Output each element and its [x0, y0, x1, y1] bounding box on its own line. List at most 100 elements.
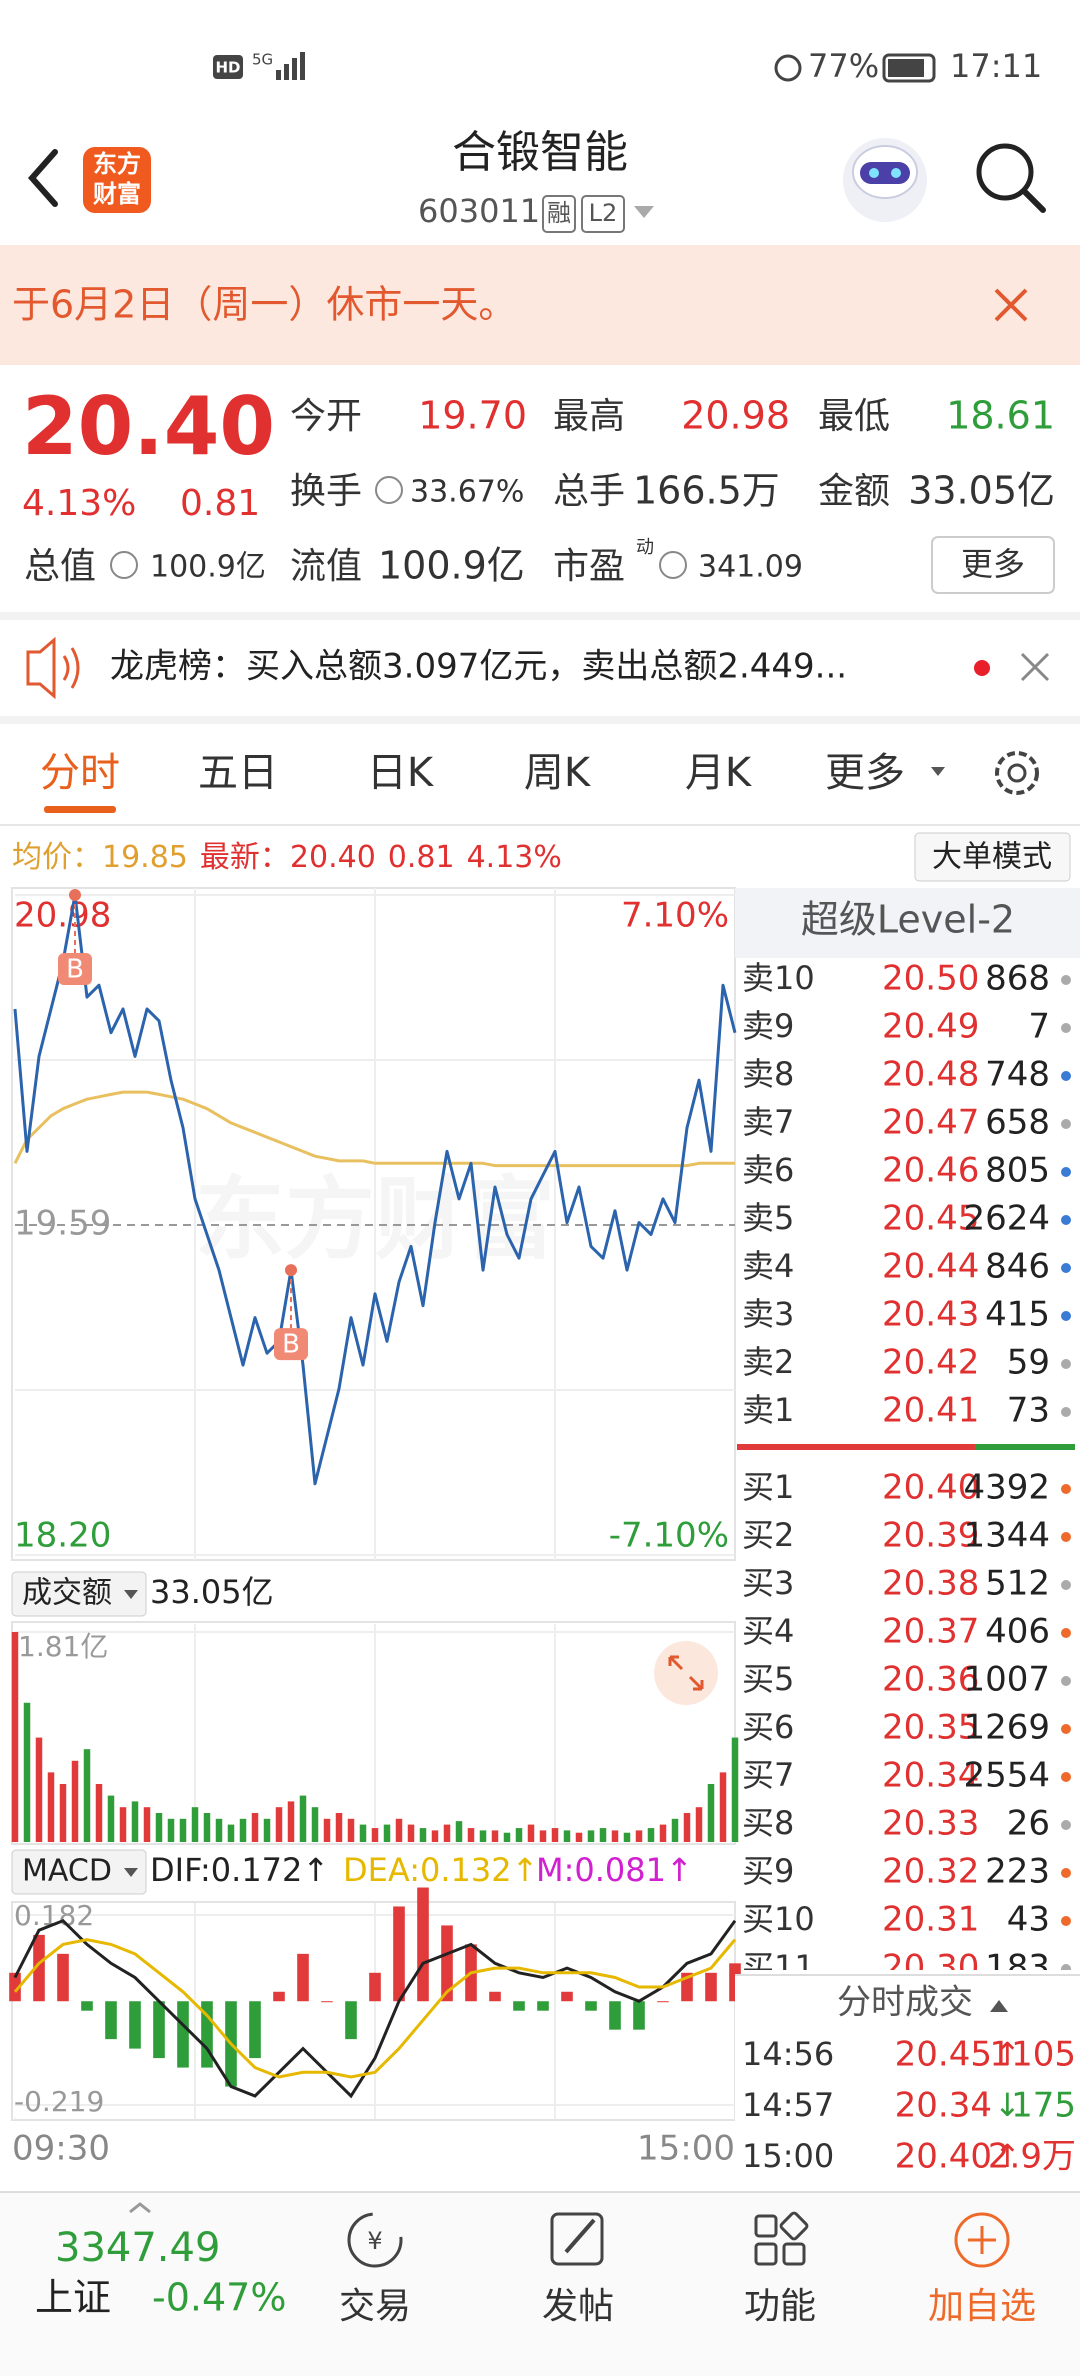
index-change[interactable]: -0.47%: [152, 2276, 286, 2320]
macd-bar: [321, 2001, 333, 2003]
book-price: 20.49: [882, 1007, 979, 1047]
nav-label[interactable]: 加自选: [928, 2286, 1036, 2327]
order-book: 卖10 20.50 868 卖9 20.49 7 卖8 20.48 748 卖7 20.47 658 卖…: [737, 959, 1075, 1988]
badge-box: [542, 195, 576, 233]
book-title-bg: [735, 888, 1080, 958]
info-icon[interactable]: [110, 551, 138, 579]
battery-level: [888, 59, 924, 77]
macd-bar: [513, 2001, 525, 2011]
dea-label: DEA:0.132↑: [343, 1851, 538, 1889]
book-qty: 183: [985, 1948, 1050, 1988]
bigorder-button-text[interactable]: 大单模式: [932, 840, 1052, 875]
macd-bar: [177, 2001, 189, 2068]
book-price: 20.45: [882, 1199, 979, 1239]
book-label: 卖9: [742, 1007, 794, 1045]
volume-bar: [119, 1807, 127, 1842]
index-name[interactable]: 上证: [35, 2276, 111, 2320]
bottom-nav: [0, 2192, 1080, 2376]
index-value[interactable]: 3347.49: [55, 2225, 220, 2271]
book-dot: [1061, 1676, 1071, 1686]
trade-vol: 2.9万: [988, 2137, 1076, 2177]
volume-bar: [671, 1818, 679, 1842]
tab-dropdown[interactable]: [931, 767, 945, 776]
more-button[interactable]: [931, 536, 1055, 594]
nav-label[interactable]: 功能: [744, 2286, 816, 2327]
volume-bar: [335, 1812, 343, 1842]
x-tick-label: 09:30: [12, 2129, 110, 2169]
info-icon[interactable]: [659, 551, 687, 579]
bigorder-button[interactable]: [914, 832, 1071, 882]
trade-marker: [69, 889, 81, 901]
volume-bar: [155, 1812, 163, 1842]
info-change: 0.81: [388, 840, 455, 875]
lhb-text[interactable]: 龙虎榜：买入总额3.097亿元，卖出总额2.449...: [110, 647, 847, 687]
book-dot: [1061, 975, 1071, 985]
trade-icon[interactable]: ¥: [347, 2212, 403, 2268]
svg-text:¥: ¥: [367, 2227, 382, 2255]
book-price: 20.35: [882, 1708, 979, 1748]
more-button-text[interactable]: 更多: [961, 545, 1025, 583]
book-label: 买5: [742, 1660, 794, 1698]
settings-button[interactable]: [995, 751, 1039, 795]
book-qty: 406: [985, 1612, 1050, 1652]
volume-bar: [323, 1818, 331, 1842]
info-last-label: 最新：: [200, 840, 290, 875]
volume-bar: [407, 1824, 415, 1842]
search-button[interactable]: [976, 143, 1046, 213]
function-icon[interactable]: [754, 2211, 809, 2266]
volume-bar: [575, 1832, 583, 1842]
indicator-selector-text[interactable]: MACD: [22, 1854, 112, 1889]
volume-bar: [275, 1807, 283, 1842]
trades-title[interactable]: 分时成交: [837, 1983, 973, 2023]
tab[interactable]: 周K: [524, 750, 592, 796]
volume-bar: [695, 1807, 703, 1842]
add-watch-icon[interactable]: [954, 2212, 1010, 2268]
volume-bar: [359, 1824, 367, 1842]
tab[interactable]: 分时: [40, 750, 120, 796]
post-icon[interactable]: [550, 2212, 604, 2266]
volume-selector-text[interactable]: 成交额: [22, 1576, 112, 1611]
notice-text: 于6月2日（周一）休市一天。: [12, 283, 516, 327]
book-label: 买2: [742, 1516, 794, 1554]
y-tick-label: 19.59: [14, 1204, 111, 1244]
macd-bar: [585, 2001, 597, 2011]
code-dropdown[interactable]: [634, 206, 654, 218]
macd-bar: [657, 2001, 669, 2003]
dropdown-arrow[interactable]: [124, 1868, 138, 1877]
assistant-avatar[interactable]: [843, 138, 927, 222]
macd-bar: [9, 1972, 21, 2002]
tab[interactable]: 月K: [685, 750, 753, 796]
notice-close[interactable]: [994, 288, 1028, 322]
volume-bar: [287, 1801, 295, 1842]
book-label: 买4: [742, 1612, 794, 1650]
trades-toggle[interactable]: [990, 2000, 1008, 2012]
dropdown-arrow[interactable]: [124, 1590, 138, 1599]
field-label: 今开: [290, 396, 362, 437]
macd-bar: [81, 2001, 93, 2011]
tab[interactable]: 更多: [825, 750, 905, 796]
back-button[interactable]: [27, 149, 58, 207]
indicator-selector[interactable]: [11, 1849, 147, 1895]
book-price: 20.40: [882, 1468, 979, 1508]
volume-bar: [251, 1812, 259, 1842]
book-dot: [1061, 1263, 1071, 1273]
trades-bg: [735, 1975, 1080, 2175]
book-dot: [1061, 1311, 1071, 1321]
tab[interactable]: 五日: [198, 750, 278, 796]
field-value: 19.70: [418, 394, 527, 438]
expand-button[interactable]: [654, 1641, 718, 1705]
tab[interactable]: 日K: [367, 750, 435, 796]
index-expand[interactable]: [129, 2202, 151, 2214]
info-icon[interactable]: [375, 476, 403, 504]
volume-selector[interactable]: [11, 1571, 147, 1617]
nav-label[interactable]: 发帖: [542, 2286, 614, 2327]
lhb-close[interactable]: [1020, 652, 1050, 682]
field-value: 33.67%: [410, 475, 524, 510]
book-label: 买9: [742, 1852, 794, 1890]
volume-bar: [179, 1818, 187, 1842]
nav-label[interactable]: 交易: [339, 2286, 411, 2327]
book-label: 卖3: [742, 1295, 794, 1333]
field-value: 166.5万: [633, 469, 780, 513]
